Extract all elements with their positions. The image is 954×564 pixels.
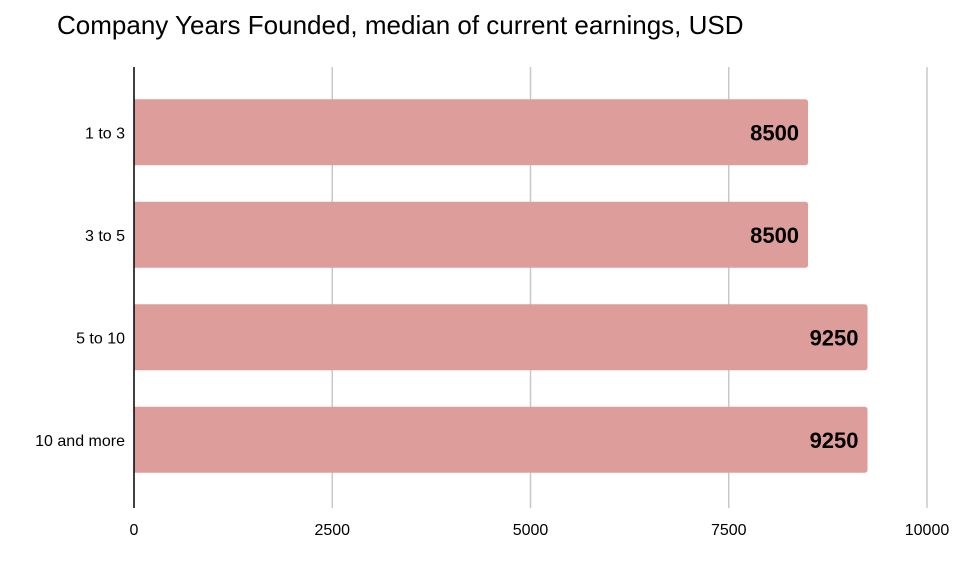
category-label-4: 10 and more [35,433,125,450]
bar-2 [134,201,809,268]
bar-4 [134,406,868,473]
data-label-3: 9250 [810,325,859,350]
x-tick-label-2500: 2500 [314,522,350,539]
x-tick-label-5000: 5000 [513,522,549,539]
chart-title: Company Years Founded, median of current… [57,10,744,40]
x-tick-label-10000: 10000 [905,522,950,539]
bar-1 [134,99,809,166]
data-label-2: 8500 [750,223,799,248]
category-label-1: 1 to 3 [85,125,125,142]
bars [134,99,868,473]
category-label-3: 5 to 10 [76,330,125,347]
labels: 0 2500 5000 7500 10000 8500 1 to 3 8500 3 to 5 92… [35,120,949,539]
bar-3 [134,304,868,371]
category-label-2: 3 to 5 [85,228,125,245]
x-tick-label-7500: 7500 [711,522,747,539]
x-tick-label-0: 0 [130,522,139,539]
data-label-4: 9250 [810,428,859,453]
data-label-1: 8500 [750,120,799,145]
